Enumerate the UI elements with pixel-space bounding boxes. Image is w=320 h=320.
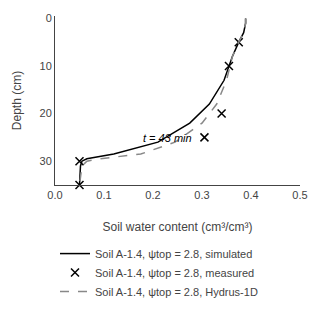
svg-text:0.3: 0.3	[194, 189, 209, 201]
svg-text:0.4: 0.4	[243, 189, 258, 201]
svg-text:10: 10	[40, 60, 52, 72]
svg-text:Soil A-1.4, ψtop = 2.8, simula: Soil A-1.4, ψtop = 2.8, simulated	[95, 248, 252, 260]
svg-text:t = 43 min: t = 43 min	[143, 132, 192, 144]
svg-text:Soil A-1.4, ψtop = 2.8, measur: Soil A-1.4, ψtop = 2.8, measured	[95, 267, 254, 279]
svg-text:0.2: 0.2	[145, 189, 160, 201]
svg-text:20: 20	[40, 107, 52, 119]
svg-text:Soil A-1.4, ψtop = 2.8, Hydrus: Soil A-1.4, ψtop = 2.8, Hydrus-1D	[95, 286, 258, 298]
svg-text:0.5: 0.5	[292, 189, 307, 201]
svg-text:Depth (cm): Depth (cm)	[10, 71, 24, 130]
svg-text:0.0: 0.0	[47, 189, 62, 201]
svg-text:Soil water content (cm³/cm³): Soil water content (cm³/cm³)	[102, 220, 252, 234]
svg-text:0: 0	[46, 12, 52, 24]
svg-text:30: 30	[40, 155, 52, 167]
svg-text:0.1: 0.1	[96, 189, 111, 201]
